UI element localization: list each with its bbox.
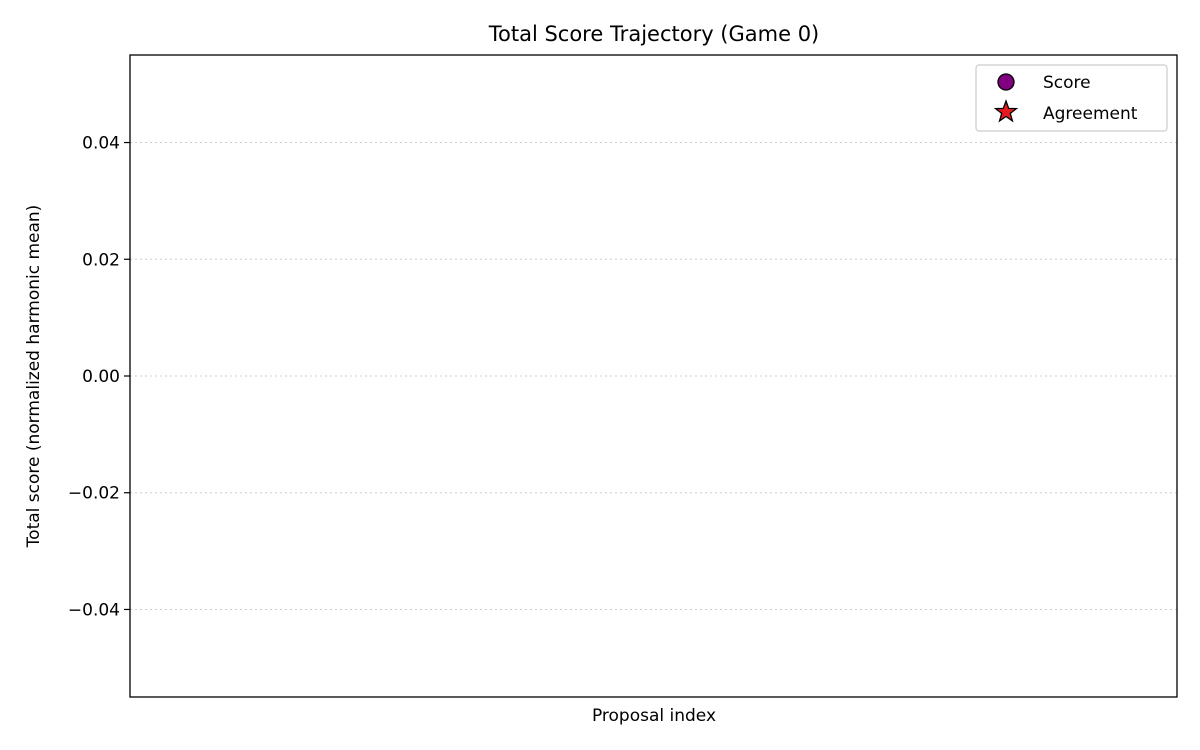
chart-title: Total Score Trajectory (Game 0)	[488, 22, 820, 46]
legend-score-marker	[997, 73, 1015, 91]
y-tick-label: 0.04	[82, 134, 120, 154]
legend-score-label: Score	[1043, 73, 1091, 93]
y-tick-label: 0.02	[82, 250, 120, 270]
y-tick-label: −0.04	[68, 600, 120, 620]
y-tick-label: −0.02	[68, 484, 120, 504]
y-axis-label: Total score (normalized harmonic mean)	[24, 205, 44, 549]
legend-agreement-label: Agreement	[1043, 104, 1138, 124]
legend: Score Agreement	[975, 64, 1168, 132]
legend-agreement-marker	[993, 99, 1019, 123]
x-axis-label: Proposal index	[592, 706, 716, 726]
legend-frame	[975, 64, 1168, 132]
y-axis: 0.04 0.02 0.00 −0.02 −0.04	[68, 134, 130, 620]
y-tick-label: 0.00	[82, 367, 120, 387]
